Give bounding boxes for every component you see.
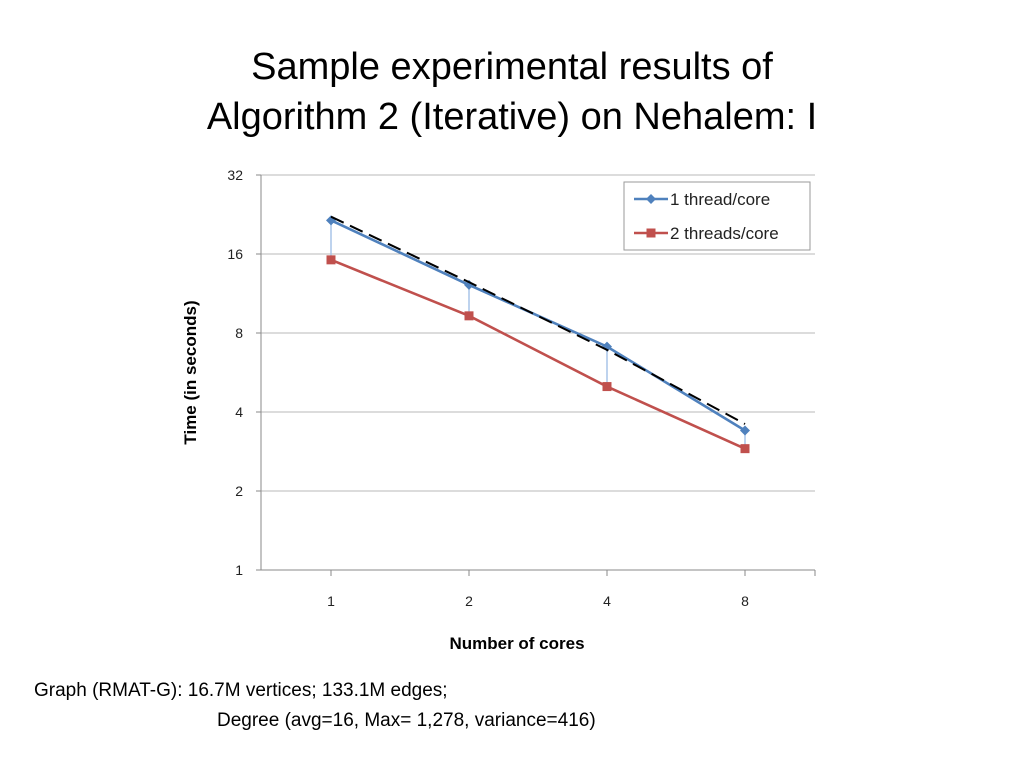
legend-marker-diamond: [646, 194, 656, 204]
x-tick-label: 1: [327, 593, 335, 609]
legend-box: [623, 181, 811, 251]
x-tick-label: 2: [465, 593, 473, 609]
x-axis-title: Number of cores: [449, 634, 584, 653]
y-tick-label: 2: [235, 483, 243, 499]
data-point-square: [326, 255, 336, 265]
caption-line-1: Graph (RMAT-G): 16.7M vertices; 133.1M e…: [34, 680, 448, 701]
title-line-2: Algorithm 2 (Iterative) on Nehalem: I: [206, 96, 818, 138]
graph-caption: Graph (RMAT-G): 16.7M vertices; 133.1M e…: [34, 676, 596, 736]
legend-label: 1 thread/core: [670, 190, 770, 209]
y-tick-label: 1: [235, 562, 243, 578]
reference-dashed-line: [330, 215, 746, 425]
y-axis-title: Time (in seconds): [181, 300, 200, 444]
x-tick-label: 8: [741, 593, 749, 609]
y-tick-label: 16: [227, 246, 243, 262]
y-tick-label: 32: [227, 167, 243, 183]
x-tick-label: 4: [603, 593, 611, 609]
y-tick-label: 8: [235, 325, 243, 341]
data-point-square: [740, 444, 750, 454]
data-point-square: [602, 382, 612, 392]
series-line: [330, 258, 746, 450]
data-point-square: [464, 311, 474, 321]
title-line-1: Sample experimental results of: [251, 46, 773, 88]
y-tick-label: 4: [235, 404, 243, 420]
slide-title: Sample experimental results of Algorithm…: [0, 42, 1024, 142]
caption-line-2: Degree (avg=16, Max= 1,278, variance=416…: [217, 710, 596, 731]
legend-marker-square: [646, 228, 656, 238]
legend-label: 2 threads/core: [670, 224, 779, 243]
data-point-diamond: [740, 425, 750, 436]
series-line: [330, 219, 746, 432]
